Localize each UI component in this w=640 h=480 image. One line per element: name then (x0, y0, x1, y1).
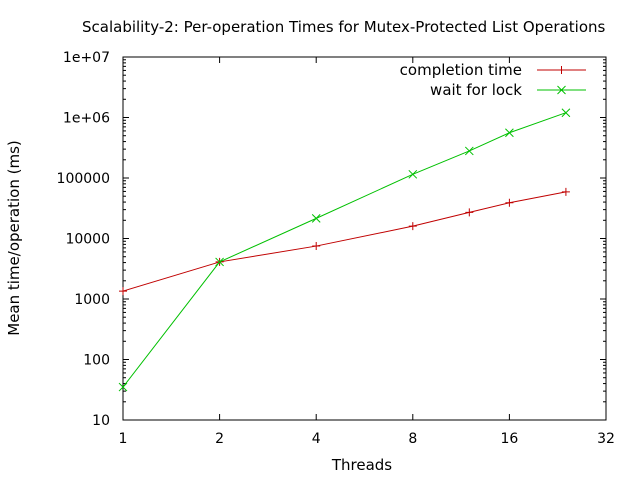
data-point-cross (118, 382, 128, 392)
y-tick-label: 1e+06 (63, 111, 110, 127)
data-point-cross (464, 146, 474, 156)
data-point-plus (119, 287, 127, 296)
y-axis-title: Mean time/operation (ms) (5, 140, 23, 336)
x-tick-label: 32 (597, 431, 615, 447)
data-point-plus (557, 66, 566, 74)
y-tick-label: 100 (83, 353, 110, 369)
y-tick-label: 10 (92, 413, 110, 429)
data-point-cross (408, 169, 418, 179)
data-point-plus (505, 198, 514, 207)
x-tick-label: 8 (408, 431, 417, 447)
x-tick-label: 4 (312, 431, 321, 447)
legend-label: completion time (400, 61, 522, 79)
chart-title: Scalability-2: Per-operation Times for M… (82, 18, 606, 36)
x-axis-title: Threads (331, 456, 392, 474)
y-tick-label: 1000 (74, 292, 110, 308)
y-tick-label: 100000 (57, 171, 110, 187)
data-point-cross (557, 85, 566, 95)
y-tick-label: 1e+07 (63, 50, 110, 66)
data-point-plus (312, 242, 321, 251)
data-point-plus (561, 187, 570, 196)
x-tick-label: 16 (500, 431, 518, 447)
data-point-cross (561, 108, 571, 118)
plot-border (122, 56, 607, 421)
data-point-cross (505, 128, 514, 138)
x-tick-label: 1 (119, 431, 128, 447)
data-point-plus (465, 208, 474, 217)
data-point-plus (408, 222, 417, 231)
series-line-2 (122, 112, 567, 388)
data-point-cross (311, 214, 321, 223)
legend-label: wait for lock (430, 81, 522, 99)
series-line-1 (122, 191, 567, 292)
data-point-cross (215, 257, 224, 267)
x-tick-label: 2 (215, 431, 224, 447)
plot-area: 1 2 4 8 16 32 10 100 1000 10000 100000 1e+06 1e+07 co… (57, 50, 615, 447)
y-tick-label: 10000 (65, 232, 110, 248)
